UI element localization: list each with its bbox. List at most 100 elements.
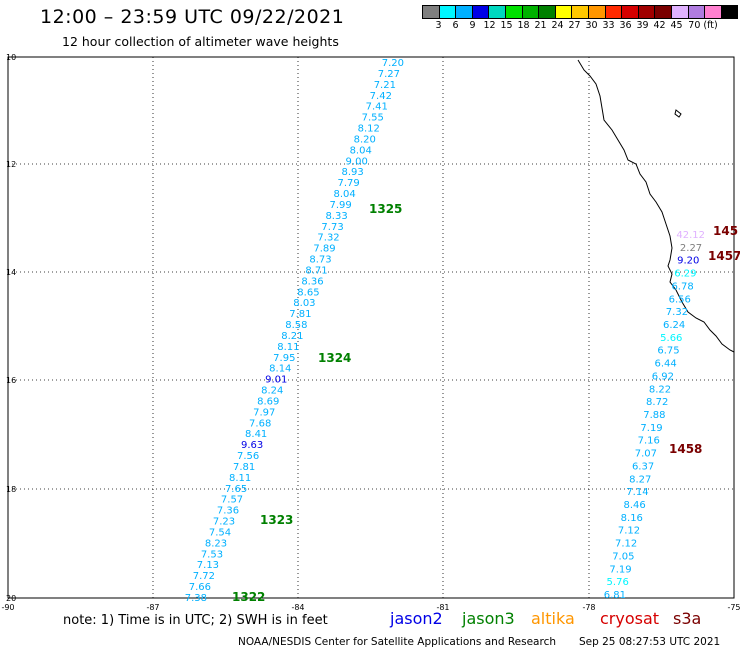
wave-height-label: 8.41 (245, 429, 267, 440)
longitude-tick-label: -84 (291, 603, 304, 612)
wave-height-label: 7.38 (185, 593, 207, 604)
wave-height-label: 7.97 (253, 407, 275, 418)
wave-height-label: 8.72 (646, 397, 668, 408)
wave-height-label: 7.13 (197, 560, 219, 571)
longitude-tick-label: -87 (146, 603, 159, 612)
wave-height-label: 8.24 (261, 386, 283, 397)
legend-cryosat: cryosat (600, 609, 660, 628)
wave-height-label: 8.16 (621, 513, 643, 524)
wave-height-label: 7.56 (237, 451, 259, 462)
colorbar-tick-label: 6 (452, 20, 459, 31)
wave-height-label: 7.68 (249, 418, 271, 429)
wave-height-label: 8.93 (342, 167, 364, 178)
colorbar-tick-label: 3 (435, 20, 442, 31)
wave-height-label: 8.46 (623, 500, 645, 511)
wave-height-label: 9.63 (241, 440, 263, 451)
wave-height-label: 8.14 (269, 364, 291, 375)
wave-height-label: 7.20 (382, 58, 404, 69)
wave-height-label: 8.20 (354, 134, 376, 145)
colorbar-tick-label: 70 (ft) (688, 20, 718, 31)
wave-height-label: 9.20 (677, 256, 699, 267)
wave-height-label: 7.41 (366, 102, 388, 113)
legend-jason2: jason2 (390, 609, 443, 628)
pass-time-label: 1457 (708, 249, 740, 263)
wave-height-label: 8.11 (277, 342, 299, 353)
wave-height-label: 8.73 (309, 255, 331, 266)
credit-line: NOAA/NESDIS Center for Satellite Applica… (238, 636, 556, 648)
wave-height-label: 7.81 (289, 309, 311, 320)
wave-height-label: 7.88 (643, 410, 665, 421)
wave-height-label: 9.00 (346, 156, 368, 167)
colorbar-tick-label: 12 (483, 20, 496, 31)
legend-jason3: jason3 (462, 609, 515, 628)
colorbar-tick-label: 27 (568, 20, 581, 31)
colorbar-tick-label: 36 (619, 20, 632, 31)
wave-height-label: 7.07 (635, 449, 657, 460)
colorbar-tick-label: 33 (602, 20, 615, 31)
wave-height-label: 7.23 (213, 517, 235, 528)
wave-height-label: 7.32 (317, 233, 339, 244)
latitude-tick-label: 20 (6, 594, 16, 603)
wave-height-label: 7.54 (209, 527, 231, 538)
wave-height-label: 7.65 (225, 484, 247, 495)
wave-height-label: 8.11 (229, 473, 251, 484)
wave-height-label: 7.95 (273, 353, 295, 364)
map-title: 12:00 – 23:59 UTC 09/22/2021 (40, 6, 345, 28)
wave-height-label: 7.66 (189, 582, 211, 593)
colorbar-tick-label: 18 (517, 20, 530, 31)
colorbar-tick-label: 9 (469, 20, 476, 31)
wave-height-label: 8.23 (205, 538, 227, 549)
wave-height-label: 7.12 (615, 539, 637, 550)
legend-altika: altika (531, 609, 575, 628)
longitude-tick-label: -78 (582, 603, 595, 612)
wave-height-label: 8.12 (358, 124, 380, 135)
wave-height-label: 6.37 (632, 461, 654, 472)
wave-height-label: 7.99 (329, 200, 351, 211)
wave-height-label: 7.79 (338, 178, 360, 189)
wave-height-label: 8.71 (305, 265, 327, 276)
units-note: note: 1) Time is in UTC; 2) SWH is in fe… (63, 613, 328, 628)
wave-height-label: 7.53 (201, 549, 223, 560)
colorbar-tick-label: 42 (653, 20, 666, 31)
colorbar-labels: 3 6 9 12 15 18 21 24 27 30 33 36 39 42 45 70 (ft) (422, 20, 740, 34)
wave-height-label: 2.27 (680, 243, 702, 254)
wave-height-label: 8.36 (301, 276, 323, 287)
wave-height-label: 7.81 (233, 462, 255, 473)
wave-height-label: 7.16 (638, 436, 660, 447)
pass-time-label: 1458 (669, 442, 702, 456)
generation-timestamp: Sep 25 08:27:53 UTC 2021 (579, 636, 721, 648)
wave-height-label: 7.89 (313, 244, 335, 255)
wave-height-label: 7.12 (618, 526, 640, 537)
wave-height-label: 6.29 (674, 269, 696, 280)
wave-height-label: 8.69 (257, 396, 279, 407)
wave-height-label: 8.21 (281, 331, 303, 342)
wave-height-label: 6.56 (669, 294, 691, 305)
colorbar-tick-label: 24 (551, 20, 564, 31)
wave-height-label: 8.04 (350, 145, 372, 156)
wave-height-label: 7.19 (640, 423, 662, 434)
wave-height-label: 6.75 (657, 346, 679, 357)
wave-height-label: 6.81 (604, 590, 626, 601)
wave-height-label: 7.19 (609, 564, 631, 575)
latitude-tick-label: 16 (6, 376, 16, 385)
wave-height-label: 6.78 (671, 281, 693, 292)
wave-height-label: 7.05 (612, 551, 634, 562)
wave-height-label: 6.92 (652, 371, 674, 382)
pass-time-label: 1324 (318, 351, 351, 365)
island-outline (674, 109, 682, 118)
longitude-tick-label: -75 (727, 603, 740, 612)
colorbar-tick-label: 39 (636, 20, 649, 31)
wave-height-label: 8.58 (285, 320, 307, 331)
wave-height-label: 42.12 (676, 230, 705, 241)
wave-height-label: 8.04 (333, 189, 355, 200)
wave-height-label: 5.76 (607, 577, 629, 588)
colorbar-tick-label: 21 (534, 20, 547, 31)
colorbar-tick-label: 30 (585, 20, 598, 31)
wave-height-label: 7.36 (217, 506, 239, 517)
colorbar-tick-label: 45 (670, 20, 683, 31)
colorbar-swatch (720, 5, 739, 19)
wave-height-label: 9.01 (265, 375, 287, 386)
wave-height-label: 8.27 (629, 474, 651, 485)
wave-height-label: 7.72 (193, 571, 215, 582)
